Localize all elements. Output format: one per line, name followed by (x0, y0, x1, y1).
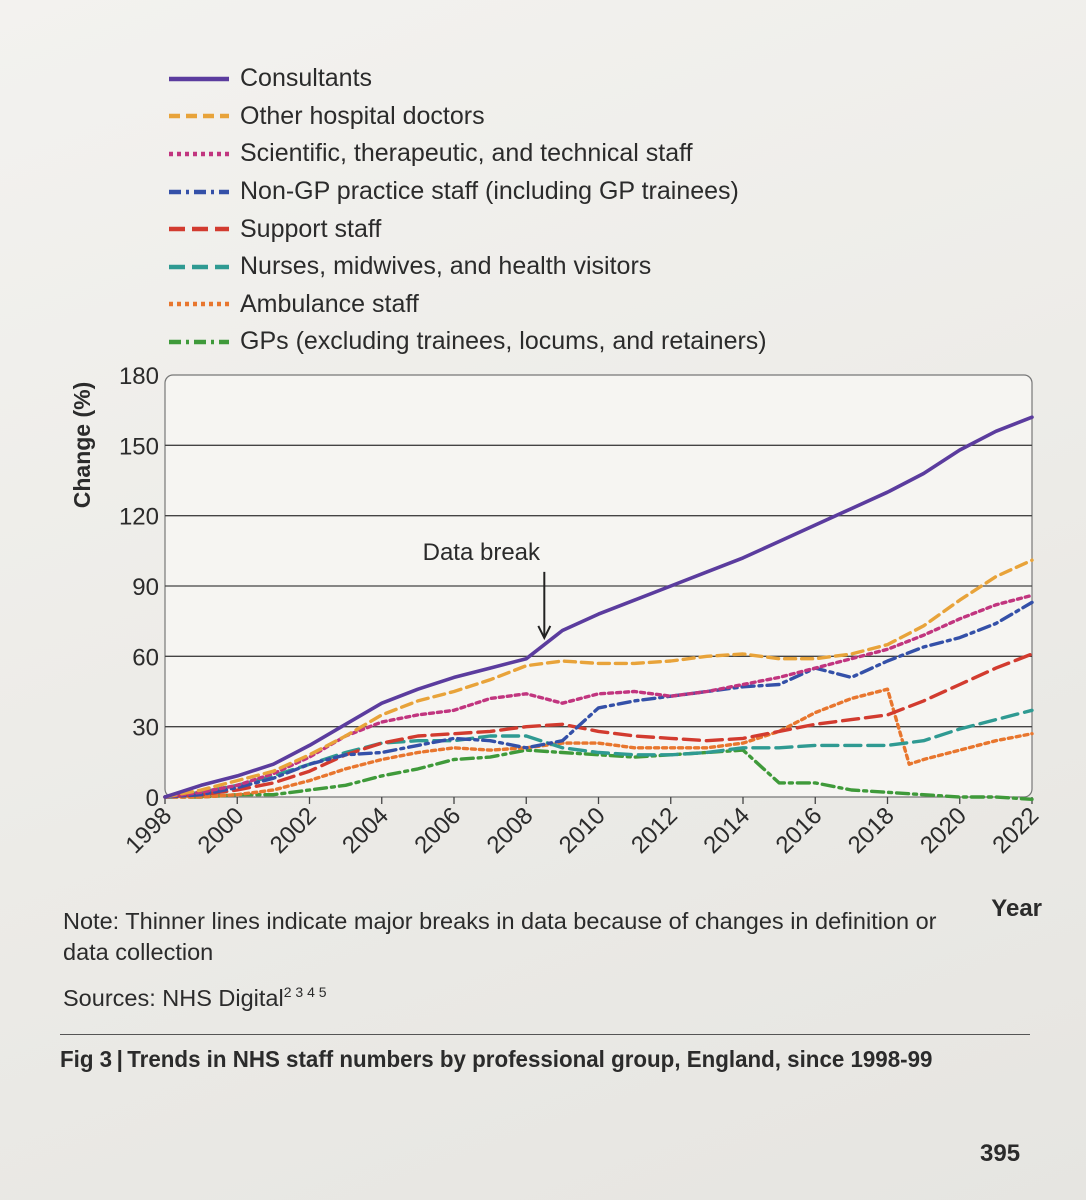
legend-swatch (169, 76, 229, 82)
annotation-label: Data break (423, 539, 541, 566)
x-tick-label: 2006 (409, 802, 466, 859)
series-line (163, 593, 1034, 799)
series-line (163, 600, 1034, 799)
x-tick-label: 2022 (987, 802, 1044, 859)
caption-divider (60, 1034, 1030, 1035)
x-tick-label: 2010 (554, 802, 611, 859)
legend-label: Scientific, therapeutic, and technical s… (240, 139, 693, 168)
x-tick-label: 2004 (337, 802, 394, 859)
legend-swatch (169, 114, 229, 119)
x-tick-label: 2002 (265, 802, 322, 859)
y-tick-label: 120 (119, 504, 159, 531)
legend-label: Nurses, midwives, and health visitors (240, 252, 652, 281)
legend-label: Support staff (240, 214, 382, 243)
y-tick-label: 90 (132, 574, 159, 601)
legend-item: Non-GP practice staff (including GP trai… (168, 173, 767, 211)
x-tick-label: 2000 (193, 802, 250, 859)
series-line (163, 652, 1034, 799)
series-line (163, 558, 1034, 799)
sources-text: Sources: NHS Digital (63, 984, 284, 1011)
legend-label: Non-GP practice staff (including GP trai… (240, 177, 739, 206)
x-tick-label: 2012 (626, 802, 683, 859)
legend-item: Support staff (168, 210, 767, 248)
legend-swatch (169, 302, 229, 307)
figure-sources: Sources: NHS Digital2 3 4 5 (63, 984, 327, 1012)
y-tick-label: 180 (119, 363, 159, 390)
figure-caption: Fig 3 | Trends in NHS staff numbers by p… (60, 1046, 933, 1072)
y-tick-label: 60 (132, 644, 159, 671)
legend-item: Nurses, midwives, and health visitors (168, 248, 767, 286)
series-line (163, 748, 1034, 801)
legend-item: Consultants (168, 60, 767, 98)
legend-item: Other hospital doctors (168, 98, 767, 136)
legend-label: Other hospital doctors (240, 101, 485, 130)
sources-refs: 2 3 4 5 (283, 984, 327, 1000)
x-tick-label: 1998 (120, 802, 177, 859)
x-tick-label: 2008 (482, 802, 539, 859)
annotation-arrow-head (537, 625, 552, 641)
page-number: 395 (980, 1140, 1021, 1167)
y-axis-label: Change (%) (69, 382, 95, 509)
chart-legend: Consultants Other hospital doctors Scienti… (168, 60, 767, 361)
legend-swatch (169, 339, 229, 345)
x-tick-label: 2020 (915, 802, 972, 859)
legend-item: GPs (excluding trainees, locums, and ret… (168, 323, 767, 361)
legend-swatch (169, 189, 229, 194)
y-tick-label: 30 (132, 715, 159, 742)
legend-label: GPs (excluding trainees, locums, and ret… (240, 327, 767, 356)
series-line (163, 687, 1034, 799)
y-tick-label: 0 (146, 785, 159, 812)
legend-swatch (169, 151, 229, 157)
legend-item: Scientific, therapeutic, and technical s… (168, 135, 767, 173)
legend-item: Ambulance staff (168, 286, 767, 324)
legend-label: Ambulance staff (240, 289, 419, 318)
x-tick-label: 2014 (698, 802, 755, 859)
legend-swatch (169, 264, 229, 270)
x-tick-label: 2018 (843, 802, 900, 859)
series-line (163, 415, 1034, 799)
y-tick-label: 150 (119, 433, 159, 460)
legend-swatch (169, 226, 229, 232)
figure-note: Note: Thinner lines indicate major break… (63, 908, 937, 965)
x-tick-label: 2016 (771, 802, 828, 859)
x-axis-label: Year (991, 895, 1042, 922)
legend-label: Consultants (240, 64, 373, 93)
